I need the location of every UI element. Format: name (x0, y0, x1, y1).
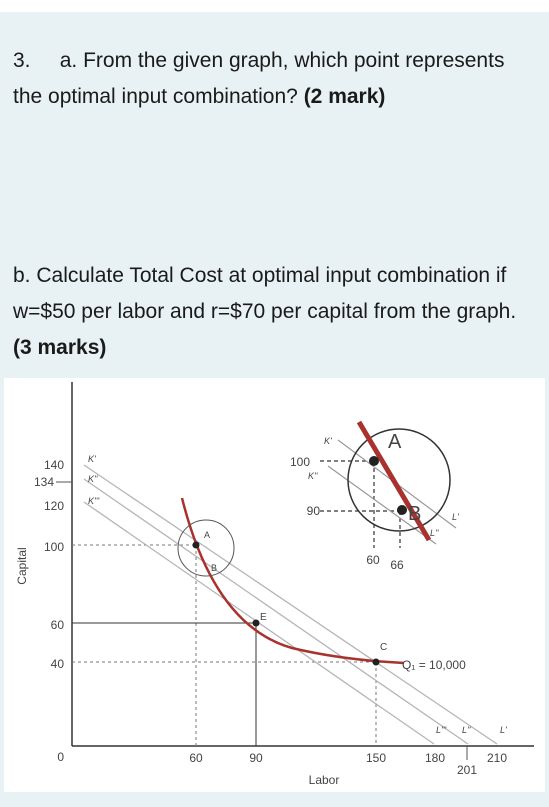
figure-svg: Capital Labor 140 134 120 100 60 40 0 60… (15, 382, 534, 787)
point-c-label: C (380, 642, 387, 653)
question-b-text: Calculate Total Cost at optimal input co… (13, 264, 517, 323)
inset-point-b-dot (397, 505, 407, 515)
point-e-label: E (260, 612, 267, 623)
inset-l1-label: L' (452, 512, 459, 522)
isoquant-isocost-figure: Capital Labor 140 134 120 100 60 40 0 60… (4, 378, 545, 792)
x-axis-label: Labor (309, 773, 340, 787)
inset-y-tick-100: 100 (290, 455, 310, 469)
point-a-label: A (204, 530, 210, 540)
y-tick-0: 0 (57, 750, 64, 764)
question-number: 3. (13, 49, 31, 72)
isoquant-curve (180, 497, 405, 665)
zoom-circle-small (177, 519, 235, 577)
inset-circle (347, 428, 451, 532)
x-tick-60: 60 (189, 751, 203, 765)
x-tick-150: 150 (366, 751, 386, 765)
isocost-label-k1: K' (88, 454, 96, 464)
isocost-label-l3: L''' (436, 725, 446, 735)
point-c-dot (372, 658, 380, 666)
inset-l2-label: L'' (430, 528, 439, 538)
question-b-letter: b. (13, 264, 31, 287)
point-e-guides (72, 622, 257, 746)
y-tick-60: 60 (51, 618, 65, 632)
question-a-letter: a. (59, 49, 78, 72)
inset-y-tick-90: 90 (307, 504, 321, 518)
point-e-dot (252, 619, 260, 627)
isocost-label-k3: K''' (88, 496, 99, 506)
question-a-marks: (2 mark) (303, 85, 386, 108)
y-axis-label: Capital (15, 547, 29, 584)
isoquant-label: Q₁ = 10,000 (402, 658, 466, 672)
inset-x-tick-60: 60 (366, 553, 380, 567)
point-b-label: B (211, 563, 217, 573)
y-tick-120: 120 (44, 499, 64, 513)
x-tick-201: 201 (457, 763, 477, 777)
isocost-label-l1: L' (500, 725, 507, 735)
isocost-label-l2: L'' (462, 725, 471, 735)
y-tick-40: 40 (51, 657, 65, 671)
inset-x-tick-66: 66 (390, 558, 404, 572)
inset-k1-label: K' (324, 436, 332, 446)
question-b: b. Calculate Total Cost at optimal input… (13, 258, 538, 366)
inset-k2-label: K'' (308, 471, 318, 481)
inset-point-a-dot (369, 456, 379, 466)
inset-point-a-label: A (388, 431, 402, 453)
question-b-marks: (3 marks) (13, 336, 107, 359)
inset-point-b-label: B (408, 503, 421, 525)
x-tick-180: 180 (425, 751, 445, 765)
y-tick-134: 134 (34, 475, 54, 489)
y-tick-140: 140 (44, 458, 64, 472)
inset-isoquant-segment (356, 420, 432, 542)
x-tick-210: 210 (487, 751, 507, 765)
isocost-lines (83, 464, 498, 745)
question-a-text: From the given graph, which point repres… (13, 49, 505, 108)
point-a-dot (192, 541, 200, 549)
x-tick-90: 90 (249, 751, 263, 765)
isocost-label-k2: K'' (88, 474, 98, 484)
y-tick-100: 100 (44, 540, 64, 554)
inset-zoom: A B K' K'' 100 90 60 66 L' L'' (290, 420, 459, 572)
question-a: 3. a. From the given graph, which point … (13, 43, 538, 115)
